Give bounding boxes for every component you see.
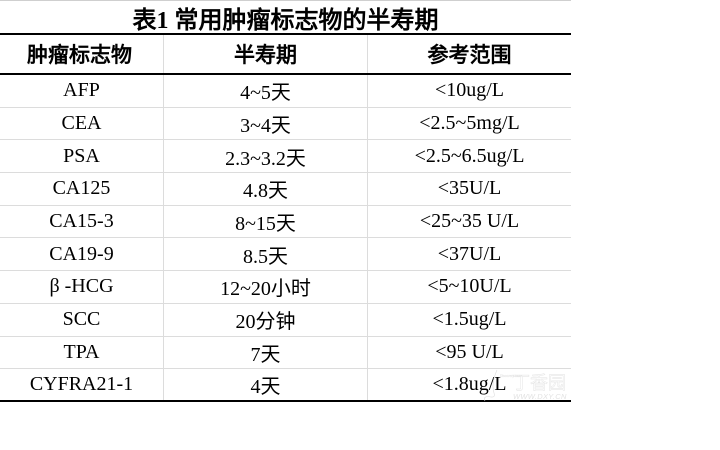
svg-text:丁香园: 丁香园 (512, 373, 566, 393)
svg-text:WWW.DXY.CN: WWW.DXY.CN (513, 392, 567, 401)
